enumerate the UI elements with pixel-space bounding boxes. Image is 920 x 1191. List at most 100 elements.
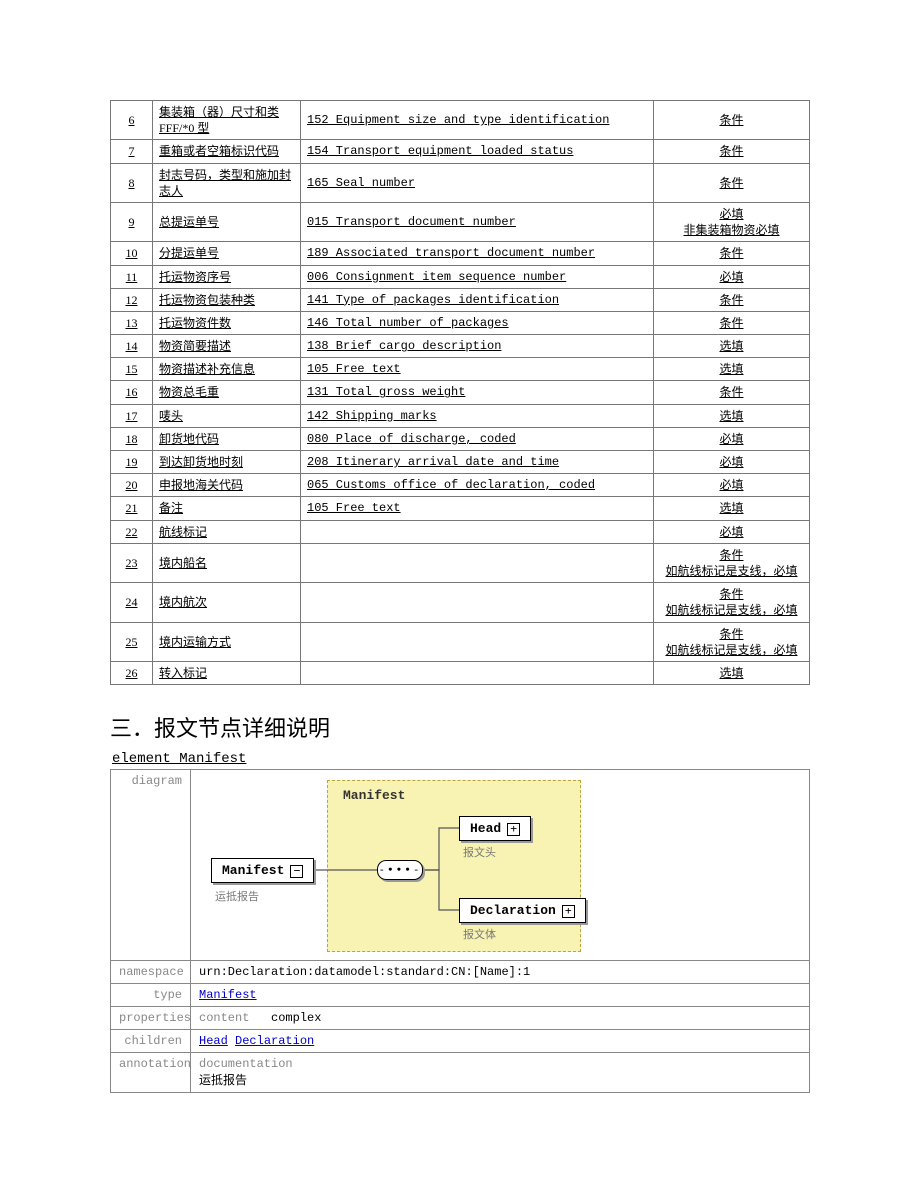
cell-cn: 卸货地代码	[153, 427, 301, 450]
table-row: 12托运物资包装种类141 Type of packages identific…	[111, 288, 810, 311]
schema-diagram: Manifest Manifest− 运抵报告 -∙∙∙-	[203, 780, 583, 950]
diagram-container-label: Manifest	[343, 788, 405, 803]
cell-req: 必填非集装箱物资必填	[654, 202, 810, 241]
prop-children-link-head[interactable]: Head	[199, 1034, 228, 1048]
cell-cn: 物资总毛重	[153, 381, 301, 404]
prop-children-value: Head Declaration	[191, 1030, 810, 1053]
table-row: 19到达卸货地时刻208 Itinerary arrival date and …	[111, 451, 810, 474]
cell-n: 13	[111, 311, 153, 334]
cell-req: 选填	[654, 497, 810, 520]
cell-en	[301, 583, 654, 622]
cell-cn: 托运物资序号	[153, 265, 301, 288]
diagram-node-head-caption: 报文头	[463, 844, 496, 860]
prop-annotation-key: documentation	[199, 1057, 293, 1071]
cell-cn: 分提运单号	[153, 242, 301, 265]
cell-cn: 到达卸货地时刻	[153, 451, 301, 474]
prop-properties-label: properties	[111, 1007, 191, 1030]
cell-cn: 重箱或者空箱标识代码	[153, 140, 301, 163]
cell-req: 选填	[654, 335, 810, 358]
cell-en: 105 Free text	[301, 358, 654, 381]
prop-type-value: Manifest	[191, 984, 810, 1007]
diagram-label: diagram	[111, 770, 191, 961]
diagram-node-root: Manifest−	[211, 858, 314, 883]
diagram-node-declaration-label: Declaration	[470, 903, 556, 918]
cell-en: 006 Consignment item sequence number	[301, 265, 654, 288]
table-row: 22航线标记必填	[111, 520, 810, 543]
table-row: 9总提运单号015 Transport document number必填非集装…	[111, 202, 810, 241]
cell-en: 189 Associated transport document number	[301, 242, 654, 265]
cell-req: 选填	[654, 358, 810, 381]
cell-cn: 境内航次	[153, 583, 301, 622]
cell-cn: 集装箱（器）尺寸和类FFF/*0 型	[153, 101, 301, 140]
cell-cn: 封志号码，类型和施加封志人	[153, 163, 301, 202]
cell-n: 17	[111, 404, 153, 427]
cell-req: 条件	[654, 288, 810, 311]
cell-en: 165 Seal number	[301, 163, 654, 202]
cell-n: 9	[111, 202, 153, 241]
cell-n: 19	[111, 451, 153, 474]
cell-req: 条件	[654, 101, 810, 140]
diagram-node-head: Head+	[459, 816, 531, 841]
cell-n: 12	[111, 288, 153, 311]
prop-properties-value: content complex	[191, 1007, 810, 1030]
prop-children-link-declaration[interactable]: Declaration	[235, 1034, 314, 1048]
cell-en: 105 Free text	[301, 497, 654, 520]
cell-n: 7	[111, 140, 153, 163]
cell-n: 21	[111, 497, 153, 520]
prop-properties-val: complex	[271, 1011, 321, 1025]
prop-type-link[interactable]: Manifest	[199, 988, 257, 1002]
cell-en: 141 Type of packages identification	[301, 288, 654, 311]
cell-en: 142 Shipping marks	[301, 404, 654, 427]
cell-en: 154 Transport equipment loaded status	[301, 140, 654, 163]
cell-req: 条件如航线标记是支线，必填	[654, 622, 810, 661]
table-row: 23境内船名条件如航线标记是支线，必填	[111, 543, 810, 582]
table-row: 26转入标记选填	[111, 661, 810, 684]
cell-en	[301, 520, 654, 543]
cell-cn: 物资描述补充信息	[153, 358, 301, 381]
cell-n: 24	[111, 583, 153, 622]
cell-cn: 转入标记	[153, 661, 301, 684]
table-row: 18卸货地代码080 Place of discharge, coded必填	[111, 427, 810, 450]
cell-req: 条件	[654, 242, 810, 265]
prop-children-label: children	[111, 1030, 191, 1053]
table-row: 25境内运输方式条件如航线标记是支线，必填	[111, 622, 810, 661]
cell-n: 11	[111, 265, 153, 288]
cell-en: 146 Total number of packages	[301, 311, 654, 334]
cell-cn: 境内运输方式	[153, 622, 301, 661]
cell-req: 条件如航线标记是支线，必填	[654, 543, 810, 582]
cell-req: 条件	[654, 163, 810, 202]
cell-en: 131 Total gross weight	[301, 381, 654, 404]
cell-n: 20	[111, 474, 153, 497]
cell-req: 条件	[654, 381, 810, 404]
cell-req: 条件如航线标记是支线，必填	[654, 583, 810, 622]
section-heading: 三．报文节点详细说明	[110, 711, 810, 743]
table-row: 7重箱或者空箱标识代码154 Transport equipment loade…	[111, 140, 810, 163]
cell-n: 26	[111, 661, 153, 684]
cell-req: 必填	[654, 427, 810, 450]
cell-cn: 总提运单号	[153, 202, 301, 241]
cell-req: 条件	[654, 311, 810, 334]
cell-en: 138 Brief cargo description	[301, 335, 654, 358]
cell-en: 152 Equipment size and type identificati…	[301, 101, 654, 140]
diagram-node-declaration-caption: 报文体	[463, 926, 496, 942]
table-row: 21备注105 Free text选填	[111, 497, 810, 520]
table-row: 8封志号码，类型和施加封志人165 Seal number条件	[111, 163, 810, 202]
prop-namespace-value: urn:Declaration:datamodel:standard:CN:[N…	[191, 961, 810, 984]
cell-n: 10	[111, 242, 153, 265]
table-row: 17唛头142 Shipping marks选填	[111, 404, 810, 427]
table-row: 15物资描述补充信息105 Free text选填	[111, 358, 810, 381]
table-row: 10分提运单号189 Associated transport document…	[111, 242, 810, 265]
cell-n: 6	[111, 101, 153, 140]
table-row: 14物资简要描述138 Brief cargo description选填	[111, 335, 810, 358]
data-table: 6集装箱（器）尺寸和类FFF/*0 型152 Equipment size an…	[110, 100, 810, 685]
prop-properties-key: content	[199, 1011, 249, 1025]
element-properties-table: diagram Manifest Manifest−	[110, 769, 810, 1093]
cell-cn: 境内船名	[153, 543, 301, 582]
cell-req: 必填	[654, 451, 810, 474]
diagram-node-root-caption: 运抵报告	[215, 888, 259, 904]
cell-en: 015 Transport document number	[301, 202, 654, 241]
cell-en	[301, 661, 654, 684]
prop-annotation-text: 运抵报告	[199, 1073, 247, 1087]
cell-en	[301, 622, 654, 661]
diagram-sequence-icon: -∙∙∙-	[377, 860, 423, 880]
